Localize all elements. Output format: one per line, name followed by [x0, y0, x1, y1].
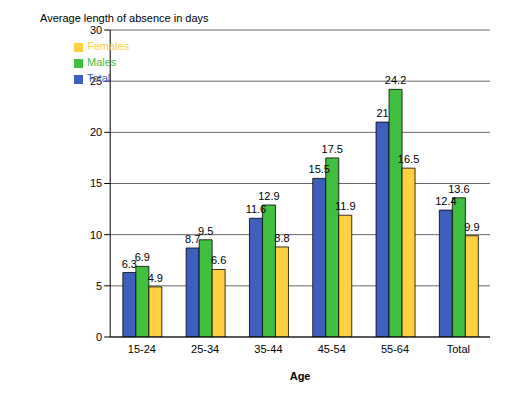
svg-text:Age: Age — [290, 370, 311, 382]
svg-text:17.5: 17.5 — [322, 143, 343, 155]
svg-text:25: 25 — [90, 75, 102, 87]
svg-text:12.9: 12.9 — [258, 190, 279, 202]
svg-text:21: 21 — [376, 107, 388, 119]
svg-text:15-24: 15-24 — [128, 343, 156, 355]
svg-text:13.6: 13.6 — [448, 183, 469, 195]
svg-text:6.9: 6.9 — [135, 251, 150, 263]
svg-text:4.9: 4.9 — [148, 272, 163, 284]
svg-text:24.2: 24.2 — [385, 74, 406, 86]
svg-text:11.9: 11.9 — [335, 200, 356, 212]
svg-text:5: 5 — [96, 280, 102, 292]
svg-text:30: 30 — [90, 24, 102, 36]
svg-text:Total: Total — [447, 343, 470, 355]
svg-text:9.9: 9.9 — [464, 221, 479, 233]
svg-text:55-64: 55-64 — [381, 343, 409, 355]
svg-text:12.4: 12.4 — [435, 195, 456, 207]
svg-text:45-54: 45-54 — [318, 343, 346, 355]
svg-text:6.6: 6.6 — [211, 254, 226, 266]
svg-text:35-44: 35-44 — [254, 343, 282, 355]
svg-text:15: 15 — [90, 177, 102, 189]
svg-text:9.5: 9.5 — [198, 225, 213, 237]
svg-text:16.5: 16.5 — [398, 153, 419, 165]
svg-text:20: 20 — [90, 126, 102, 138]
svg-text:8.8: 8.8 — [274, 232, 289, 244]
svg-text:11.6: 11.6 — [246, 203, 267, 215]
svg-text:0: 0 — [96, 331, 102, 343]
svg-text:10: 10 — [90, 229, 102, 241]
svg-text:15.5: 15.5 — [309, 163, 330, 175]
svg-text:25-34: 25-34 — [191, 343, 219, 355]
